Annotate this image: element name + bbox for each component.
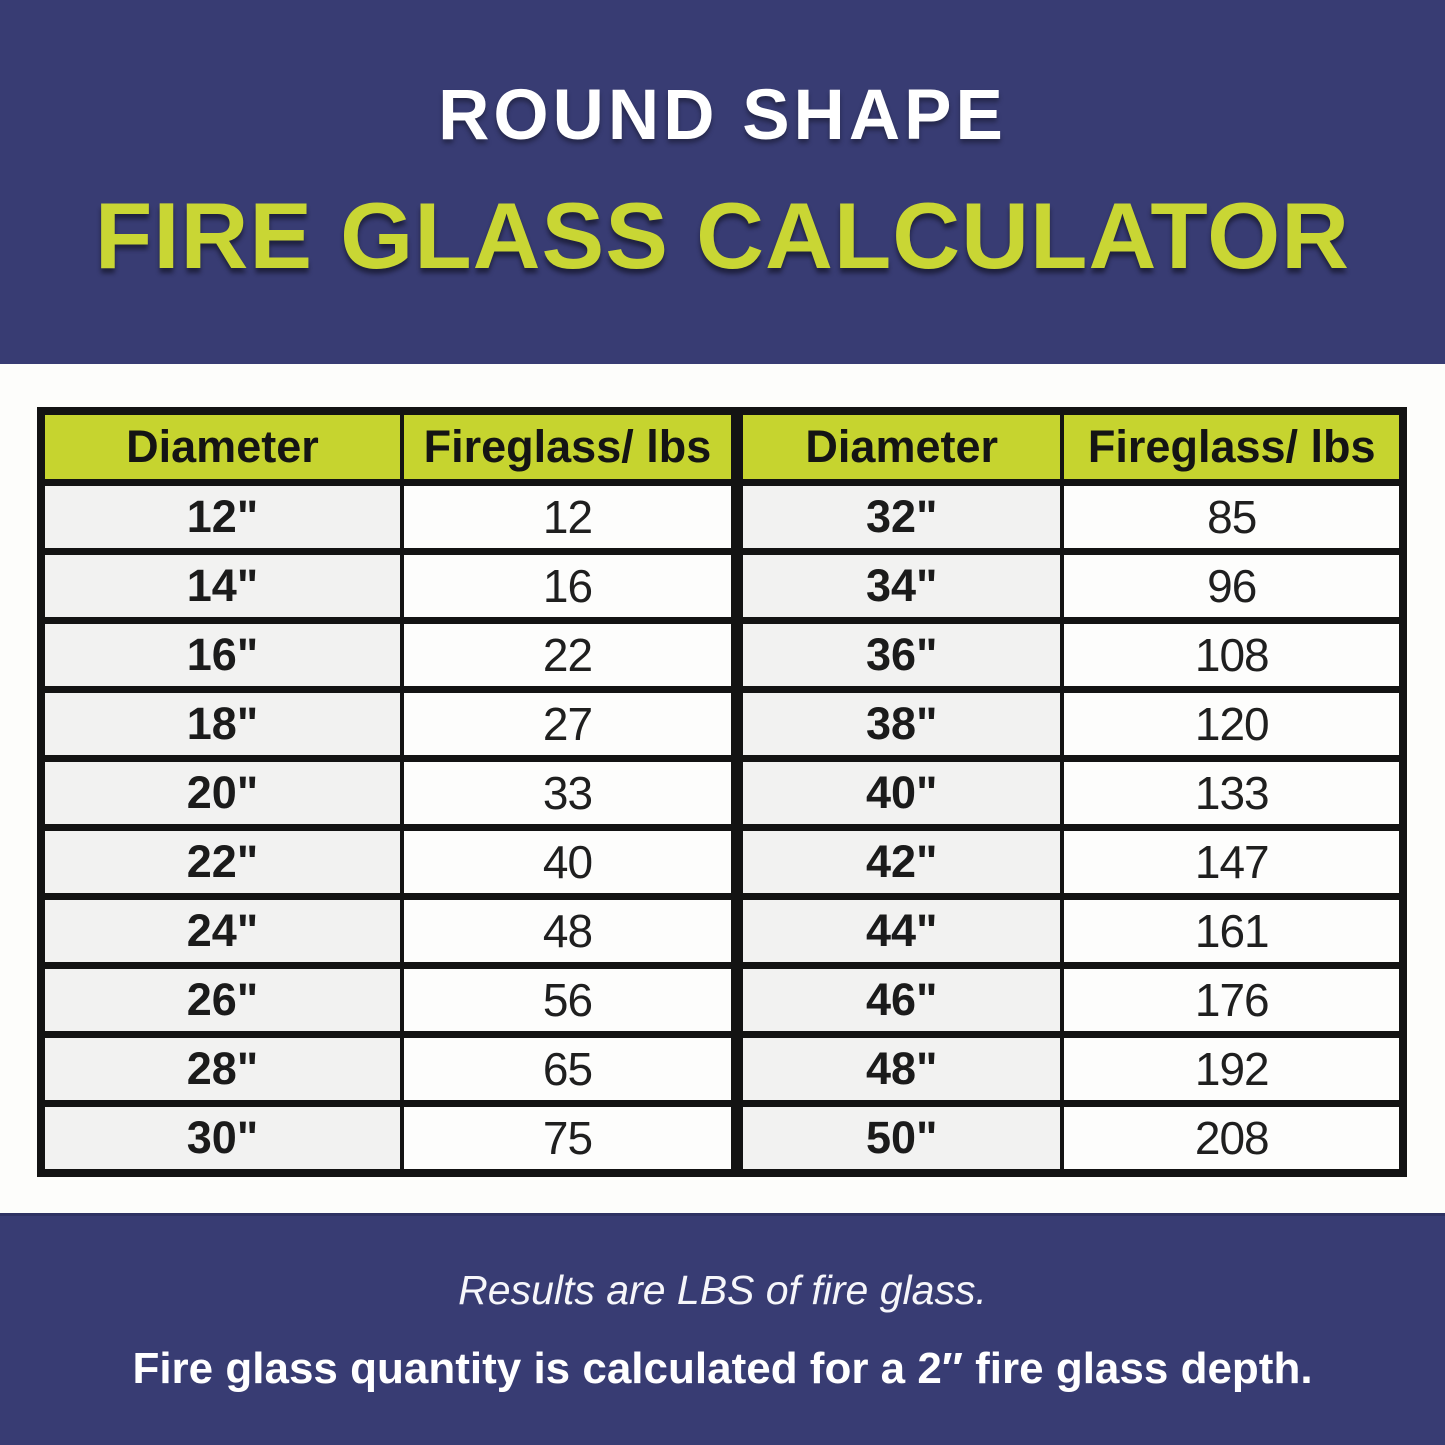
lbs-cell: 40 bbox=[399, 825, 739, 899]
lbs-cell: 161 bbox=[1060, 894, 1405, 968]
lbs-cell: 176 bbox=[1060, 963, 1405, 1037]
col-header-fireglass-left: Fireglass/ lbs bbox=[399, 409, 739, 484]
diameter-cell: 32" bbox=[730, 479, 1065, 554]
diameter-cell: 26" bbox=[39, 963, 404, 1037]
footer-banner: Results are LBS of fire glass. Fire glas… bbox=[0, 1213, 1445, 1445]
page-title: FIRE GLASS CALCULATOR bbox=[94, 182, 1351, 288]
fire-glass-table: Diameter Fireglass/ lbs Diameter Firegla… bbox=[37, 407, 1407, 1177]
diameter-cell: 38" bbox=[730, 687, 1065, 761]
lbs-cell: 56 bbox=[399, 963, 739, 1037]
diameter-cell: 42" bbox=[730, 825, 1065, 899]
lbs-cell: 108 bbox=[1060, 618, 1405, 692]
lbs-cell: 208 bbox=[1060, 1101, 1405, 1175]
lbs-cell: 22 bbox=[399, 618, 739, 692]
table-row: 18" 27 38" 120 bbox=[39, 687, 1405, 761]
diameter-cell: 16" bbox=[39, 618, 404, 692]
lbs-cell: 75 bbox=[399, 1101, 739, 1175]
footer-note-italic: Results are LBS of fire glass. bbox=[458, 1267, 987, 1313]
diameter-cell: 44" bbox=[730, 894, 1065, 968]
lbs-cell: 192 bbox=[1060, 1032, 1405, 1106]
table-row: 30" 75 50" 208 bbox=[39, 1101, 1405, 1175]
table-row: 14" 16 34" 96 bbox=[39, 549, 1405, 623]
col-header-diameter-left: Diameter bbox=[39, 409, 404, 484]
diameter-cell: 12" bbox=[39, 479, 404, 554]
footer-note-bold: Fire glass quantity is calculated for a … bbox=[132, 1344, 1313, 1393]
lbs-cell: 33 bbox=[399, 756, 739, 830]
diameter-cell: 46" bbox=[730, 963, 1065, 1037]
diameter-cell: 30" bbox=[39, 1101, 404, 1175]
table-row: 22" 40 42" 147 bbox=[39, 825, 1405, 899]
page-subtitle: ROUND SHAPE bbox=[438, 75, 1007, 155]
diameter-cell: 28" bbox=[39, 1032, 404, 1106]
lbs-cell: 96 bbox=[1060, 549, 1405, 623]
diameter-cell: 48" bbox=[730, 1032, 1065, 1106]
diameter-cell: 36" bbox=[730, 618, 1065, 692]
lbs-cell: 147 bbox=[1060, 825, 1405, 899]
diameter-cell: 18" bbox=[39, 687, 404, 761]
table-row: 24" 48 44" 161 bbox=[39, 894, 1405, 968]
table-row: 16" 22 36" 108 bbox=[39, 618, 1405, 692]
diameter-cell: 50" bbox=[730, 1101, 1065, 1175]
table-row: 20" 33 40" 133 bbox=[39, 756, 1405, 830]
lbs-cell: 12 bbox=[399, 479, 739, 554]
table-row: 12" 12 32" 85 bbox=[39, 479, 1405, 554]
lbs-cell: 85 bbox=[1060, 479, 1405, 554]
col-header-fireglass-right: Fireglass/ lbs bbox=[1060, 409, 1405, 484]
table-row: 28" 65 48" 192 bbox=[39, 1032, 1405, 1106]
table-header-row: Diameter Fireglass/ lbs Diameter Firegla… bbox=[39, 409, 1405, 484]
lbs-cell: 48 bbox=[399, 894, 739, 968]
diameter-cell: 20" bbox=[39, 756, 404, 830]
col-header-diameter-right: Diameter bbox=[730, 409, 1065, 484]
table-row: 26" 56 46" 176 bbox=[39, 963, 1405, 1037]
lbs-cell: 120 bbox=[1060, 687, 1405, 761]
diameter-cell: 14" bbox=[39, 549, 404, 623]
lbs-cell: 16 bbox=[399, 549, 739, 623]
diameter-cell: 22" bbox=[39, 825, 404, 899]
diameter-cell: 34" bbox=[730, 549, 1065, 623]
lbs-cell: 65 bbox=[399, 1032, 739, 1106]
lbs-cell: 133 bbox=[1060, 756, 1405, 830]
lbs-cell: 27 bbox=[399, 687, 739, 761]
diameter-cell: 40" bbox=[730, 756, 1065, 830]
diameter-cell: 24" bbox=[39, 894, 404, 968]
table-section: Diameter Fireglass/ lbs Diameter Firegla… bbox=[0, 364, 1445, 1213]
header-banner: ROUND SHAPE FIRE GLASS CALCULATOR bbox=[0, 0, 1445, 364]
